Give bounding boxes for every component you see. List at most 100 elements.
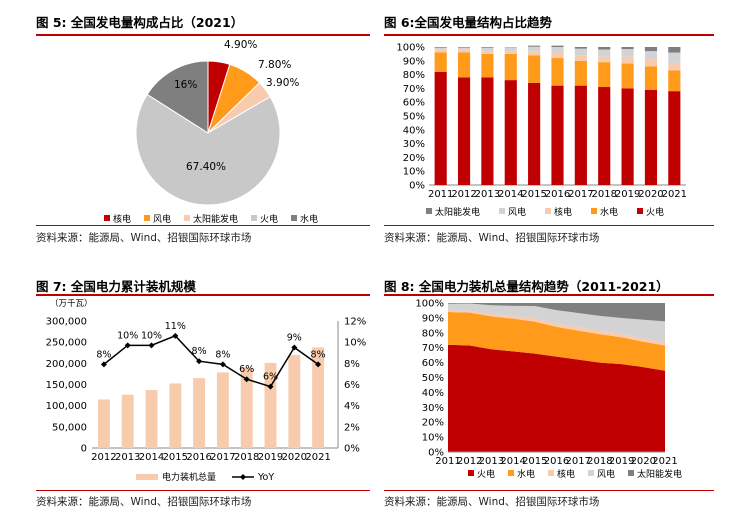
x-tick-label: 2019 <box>258 452 283 463</box>
legend-swatch <box>426 208 432 214</box>
y-tick-label-right: 6% <box>344 380 360 391</box>
x-tick-label: 2021 <box>662 189 687 200</box>
pie-slice <box>146 60 209 134</box>
yoy-point <box>267 383 274 390</box>
x-tick-label: 2020 <box>282 452 307 463</box>
x-tick-label: 2015 <box>521 189 546 200</box>
source-divider <box>384 490 714 491</box>
bar-segment <box>481 77 494 185</box>
bar-segment <box>528 51 541 56</box>
x-tick-label: 2016 <box>544 456 569 467</box>
bar-segment <box>644 89 658 185</box>
source-divider <box>36 490 370 491</box>
bar-segment <box>551 45 564 47</box>
x-tick-label: 2018 <box>587 456 612 467</box>
bar <box>240 367 253 448</box>
y-tick-label-left: 250,000 <box>46 338 87 349</box>
yoy-data-label: 8% <box>96 349 111 360</box>
y-tick-label: 10% <box>422 433 444 444</box>
bar-segment <box>504 53 517 81</box>
yoy-data-label: 10% <box>141 330 162 341</box>
x-tick-label: 2018 <box>592 189 617 200</box>
x-tick-label: 2015 <box>163 452 188 463</box>
area-series <box>448 303 665 322</box>
bar-segment <box>574 85 587 185</box>
bar-segment <box>621 56 634 64</box>
x-tick-label: 2019 <box>609 456 634 467</box>
bar <box>193 378 206 448</box>
yoy-line <box>103 334 319 388</box>
yoy-point <box>172 332 179 339</box>
x-tick-label: 2018 <box>234 452 259 463</box>
x-tick-label: 2017 <box>565 456 590 467</box>
y-tick-label: 100% <box>415 299 444 310</box>
chart-title: 图 7: 全国电力累计装机规模 <box>36 279 196 294</box>
y-tick-label: 60% <box>422 358 444 369</box>
legend-swatch <box>136 474 158 480</box>
y-tick-label-right: 8% <box>344 359 360 370</box>
bar-segment <box>598 56 611 63</box>
y-tick-label: 70% <box>403 84 425 95</box>
y-tick-label: 30% <box>422 403 444 414</box>
bar-segment <box>551 47 564 53</box>
legend-swatch <box>508 470 514 476</box>
y-tick-label-right: 12% <box>344 317 366 328</box>
legend-swatch <box>104 215 110 221</box>
x-tick-label: 2015 <box>522 456 547 467</box>
y-tick-label: 50% <box>403 112 425 123</box>
bar-segment <box>504 47 517 52</box>
bar-segment <box>504 80 517 185</box>
bar-segment <box>457 77 471 185</box>
bar <box>145 390 158 448</box>
bar <box>288 354 301 448</box>
yoy-point <box>124 342 131 349</box>
bar-segment <box>434 47 447 50</box>
slice-label: 4.90% <box>224 39 257 51</box>
x-tick-label: 2012 <box>451 189 476 200</box>
bar-segment <box>574 48 587 56</box>
legend-label: 电力装机总量 <box>162 471 216 483</box>
slice-label: 16% <box>174 79 197 91</box>
bar-segment <box>644 47 658 52</box>
bar-segment <box>434 71 447 185</box>
x-tick-label: 2014 <box>139 452 164 463</box>
bar <box>264 362 277 448</box>
x-tick-label: 2011 <box>428 189 453 200</box>
chart-title: 图 8: 全国电力装机总量结构趋势（2011-2021） <box>384 279 669 294</box>
bar-segment <box>668 52 681 64</box>
yoy-data-label: 8% <box>192 346 207 357</box>
yoy-point <box>219 361 226 368</box>
legend-swatch <box>468 470 474 476</box>
source-note: 资料来源：能源局、Wind、招银国际环球市场 <box>36 232 252 244</box>
bar-segment <box>598 49 611 57</box>
bar-segment <box>481 53 494 78</box>
source-note: 资料来源：能源局、Wind、招银国际环球市场 <box>36 496 252 508</box>
y-unit-label: （万千瓦） <box>50 298 93 309</box>
bar-segment <box>644 66 658 90</box>
yoy-data-label: 8% <box>311 349 326 360</box>
y-tick-label-right: 2% <box>344 422 360 433</box>
bar <box>216 372 229 448</box>
bar-segment <box>621 88 634 185</box>
bar-segment <box>668 70 681 92</box>
chart-panel-7: 图 7: 全国电力累计装机规模 （万千瓦） 0 50,000 100,000 150,0… <box>36 276 370 508</box>
y-tick-label: 10% <box>403 167 425 178</box>
bar <box>169 383 182 448</box>
yoy-data-label: 9% <box>287 332 302 343</box>
legend-swatch <box>628 470 634 476</box>
legend-label: YoY <box>257 472 274 483</box>
x-tick-label: 2020 <box>638 189 663 200</box>
yoy-data-label: 8% <box>215 349 230 360</box>
legend-label: 水电 <box>517 468 535 480</box>
bar-segment <box>434 49 447 53</box>
pie-slice <box>135 93 281 206</box>
bar-segment <box>668 63 681 71</box>
bar-segment <box>457 47 471 50</box>
bar-segment <box>574 47 587 49</box>
x-tick-label: 2011 <box>435 456 460 467</box>
y-tick-label-left: 300,000 <box>46 317 87 328</box>
y-tick-label: 80% <box>422 328 444 339</box>
legend-label: 风电 <box>153 213 171 225</box>
legend-swatch <box>291 215 297 221</box>
title-divider <box>384 34 714 36</box>
